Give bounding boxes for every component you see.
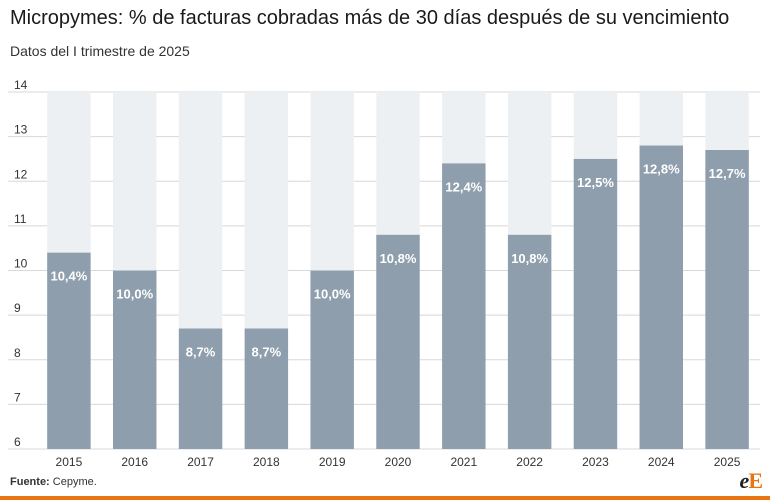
- y-tick-label: 12: [14, 167, 28, 181]
- data-label: 10,8%: [511, 251, 548, 266]
- x-tick-label: 2023: [582, 455, 609, 469]
- source-label: Fuente:: [10, 476, 50, 488]
- chart-subtitle: Datos del I trimestre de 2025: [10, 43, 190, 59]
- x-tick-label: 2018: [253, 455, 280, 469]
- x-tick-label: 2016: [121, 455, 148, 469]
- x-tick-label: 2022: [516, 455, 543, 469]
- y-tick-label: 10: [14, 257, 28, 271]
- y-tick-label: 13: [14, 123, 28, 137]
- y-tick-label: 8: [14, 346, 21, 360]
- y-tick-label: 11: [14, 212, 27, 226]
- data-label: 12,4%: [445, 179, 482, 194]
- data-label: 12,7%: [709, 166, 746, 181]
- bar: [178, 328, 223, 449]
- bar: [442, 163, 486, 449]
- data-label: 10,0%: [116, 287, 153, 302]
- bar: [507, 234, 552, 449]
- data-label: 12,5%: [577, 175, 614, 190]
- x-tick-label: 2015: [56, 455, 83, 469]
- x-tick-label: 2025: [714, 455, 741, 469]
- y-tick-label: 7: [14, 390, 21, 404]
- data-label: 10,8%: [380, 251, 417, 266]
- y-axis-ticks: 6 7 8 9 10 11 12 13 14: [14, 78, 28, 449]
- chart-title: Micropymes: % de facturas cobradas más d…: [10, 7, 730, 29]
- bar: [244, 328, 289, 449]
- bar: [47, 252, 91, 449]
- x-tick-label: 2020: [385, 455, 412, 469]
- source-text: Cepyme.: [52, 476, 97, 488]
- y-tick-label: 9: [14, 301, 21, 315]
- x-axis-ticks: 2015 2016 2017 2018 2019 2020 2021 2022 2023 2024…: [56, 455, 741, 469]
- source-note: Fuente: Cepyme.: [10, 476, 97, 488]
- logo-letter-E: E: [748, 468, 763, 493]
- data-label: 10,4%: [50, 269, 87, 284]
- bar: [113, 270, 157, 449]
- data-label: 12,8%: [643, 162, 680, 177]
- bar: [639, 145, 683, 450]
- x-tick-label: 2021: [450, 455, 477, 469]
- bars: [47, 145, 749, 450]
- data-label: 10,0%: [314, 287, 351, 302]
- bar: [376, 234, 420, 449]
- x-tick-label: 2017: [187, 455, 214, 469]
- data-label: 8,7%: [186, 345, 216, 360]
- brand-logo: eE: [739, 468, 763, 494]
- data-label: 8,7%: [252, 345, 282, 360]
- footer-accent-bar: [0, 496, 770, 500]
- bar: [310, 270, 354, 449]
- data-labels: 10,4% 10,0% 8,7% 8,7% 10,0% 10,8% 12,4% 10,8% 12…: [50, 162, 745, 360]
- bar-chart: 10,4% 10,0% 8,7% 8,7% 10,0% 10,8% 12,4% 10,8% 12…: [8, 78, 760, 469]
- x-tick-label: 2019: [319, 455, 346, 469]
- x-tick-label: 2024: [648, 455, 675, 469]
- y-tick-label: 14: [14, 78, 28, 92]
- bar: [705, 150, 749, 449]
- bar: [573, 158, 618, 449]
- y-tick-label: 6: [14, 435, 21, 449]
- logo-letter-e: e: [739, 468, 750, 493]
